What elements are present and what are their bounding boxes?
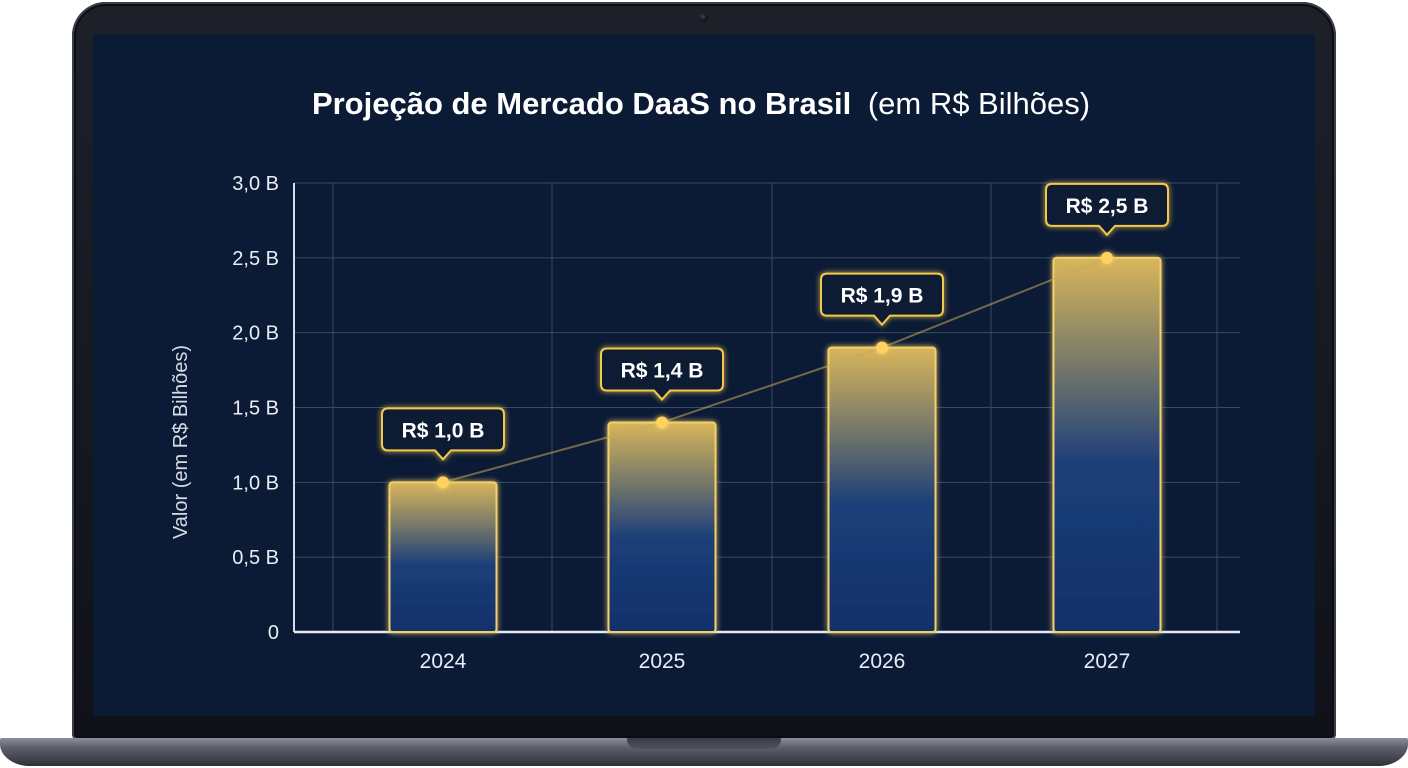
chart-title: Projeção de Mercado DaaS no Brasil (em R…	[312, 86, 1090, 121]
laptop-hinge-notch	[627, 738, 781, 749]
x-tick-label: 2024	[420, 650, 467, 673]
bar	[388, 481, 498, 634]
y-tick-label: 0,5 B	[232, 547, 279, 569]
y-tick-label: 1,5 B	[232, 398, 279, 420]
data-point-marker	[656, 416, 668, 429]
data-label-box	[600, 347, 724, 401]
bars	[388, 256, 1162, 634]
bar	[1052, 256, 1162, 633]
y-tick-label: 3,0 B	[232, 173, 279, 195]
data-label: R$ 1,0 B	[381, 407, 505, 461]
data-point-marker	[437, 476, 449, 489]
data-label-text: R$ 2,5 B	[1066, 195, 1149, 218]
data-label-box	[381, 407, 505, 461]
laptop-screen: Projeção de Mercado DaaS no Brasil (em R…	[93, 34, 1315, 716]
x-tick-label: 2027	[1084, 650, 1131, 673]
data-label: R$ 1,4 B	[600, 347, 724, 401]
x-axis-ticks: 2024 2025 2026 2027	[420, 650, 1131, 673]
data-labels: R$ 1,0 B R$ 1,4 B R$ 1,9 B R$ 2,5 B	[381, 182, 1169, 461]
bar-chart: Projeção de Mercado DaaS no Brasil (em R…	[170, 86, 1240, 673]
data-label-box	[1045, 182, 1169, 237]
y-tick-label: 2,0 B	[232, 323, 279, 345]
bar	[607, 421, 717, 634]
data-label-text: R$ 1,0 B	[402, 419, 485, 442]
trend-line	[442, 256, 1108, 484]
chart-title-main: Projeção de Mercado DaaS no Brasil	[312, 86, 851, 121]
bar	[827, 346, 937, 633]
x-tick-label: 2025	[639, 650, 686, 673]
data-label-box	[820, 272, 944, 327]
trend-line-path	[442, 256, 1108, 484]
y-axis-ticks: 0 0,5 B 1,0 B 1,5 B 2,0 B 2,5 B 3,0 B	[232, 173, 279, 644]
chart-title-unit: (em R$ Bilhões)	[868, 86, 1090, 121]
data-label: R$ 2,5 B	[1045, 182, 1169, 237]
markers	[437, 251, 1113, 489]
y-axis-label: Valor (em R$ Bilhões)	[170, 345, 192, 539]
y-tick-label: 0	[268, 622, 279, 644]
data-point-marker	[1101, 251, 1113, 264]
webcam-icon	[699, 13, 708, 22]
data-label-text: R$ 1,4 B	[621, 359, 704, 382]
y-tick-label: 2,5 B	[232, 248, 279, 270]
x-tick-label: 2026	[859, 650, 906, 673]
y-tick-label: 1,0 B	[232, 472, 279, 494]
data-label-text: R$ 1,9 B	[841, 285, 924, 308]
data-label: R$ 1,9 B	[820, 272, 944, 327]
data-point-marker	[876, 341, 888, 354]
